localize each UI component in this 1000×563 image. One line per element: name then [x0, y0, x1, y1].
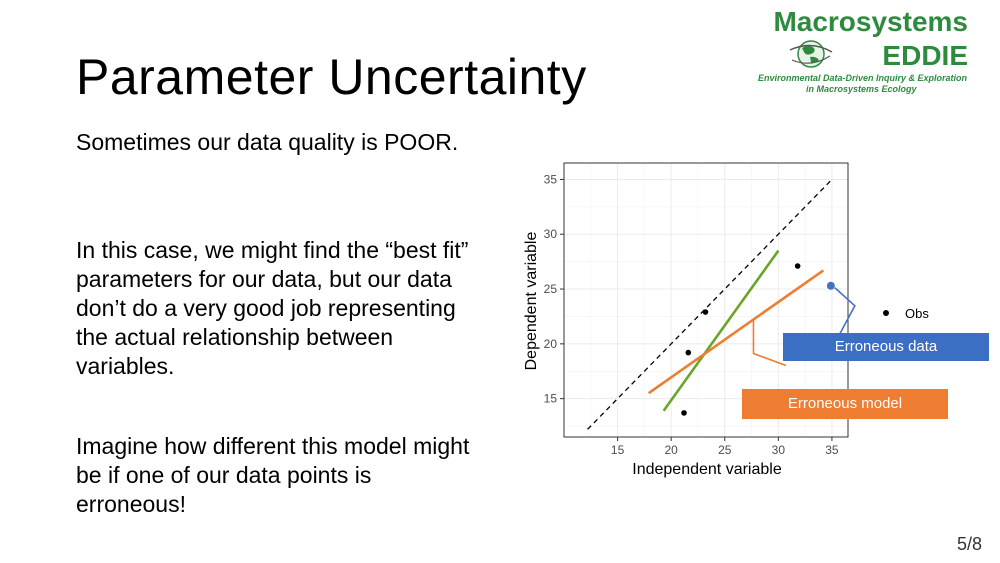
obs-point-1: [685, 349, 692, 356]
paragraph-best-fit: In this case, we might find the “best fi…: [76, 237, 469, 379]
logo-title-line1: Macrosystems: [773, 6, 968, 37]
logo-subtitle-line1: Environmental Data-Driven Inquiry & Expl…: [758, 73, 968, 83]
erroneous-obs-point: [826, 281, 835, 290]
obs-point-3: [794, 263, 801, 269]
erroneous-data-callout: Erroneous data: [783, 333, 989, 361]
erroneous-model-connector: [752, 319, 787, 367]
series-line-1: [662, 249, 780, 412]
legend-obs-marker: [883, 310, 889, 316]
y-tick-label: 25: [544, 282, 558, 296]
erroneous-model-callout: Erroneous model: [742, 389, 948, 419]
x-tick-label: 25: [718, 443, 732, 457]
points-layer: [681, 263, 835, 416]
y-tick-label: 30: [544, 227, 558, 241]
paragraph-poor-quality: Sometimes our data quality is POOR.: [76, 129, 459, 155]
series-line-2: [647, 269, 825, 395]
x-tick-label: 35: [825, 443, 839, 457]
series-line-0: [587, 178, 833, 430]
x-tick-label: 15: [611, 443, 625, 457]
x-tick-label: 20: [664, 443, 678, 457]
y-tick-label: 20: [544, 337, 558, 351]
x-tick-label: 30: [772, 443, 786, 457]
obs-point-2: [702, 309, 709, 315]
macrosystems-eddie-logo: Macrosystems EDDIE Environmental Data-Dr…: [748, 4, 978, 96]
logo-subtitle-line2: in Macrosystems Ecology: [806, 84, 917, 94]
legend-obs-label: Obs: [905, 306, 929, 321]
erroneous-data-connector: [834, 287, 856, 335]
x-axis-label: Independent variable: [632, 461, 782, 478]
y-tick-label: 35: [544, 172, 558, 186]
obs-point-0: [681, 410, 687, 416]
callout-layer: [752, 287, 856, 367]
globe-icon: [789, 40, 833, 68]
series-layer: [587, 178, 833, 430]
y-tick-label: 15: [544, 392, 558, 406]
slide-title: Parameter Uncertainty: [76, 49, 587, 105]
y-axis-label: Dependent variable: [523, 232, 540, 371]
logo-title-line2: EDDIE: [882, 40, 968, 71]
paragraph-erroneous: Imagine how different this model might b…: [76, 433, 470, 517]
page-number: 5/8: [956, 534, 982, 554]
